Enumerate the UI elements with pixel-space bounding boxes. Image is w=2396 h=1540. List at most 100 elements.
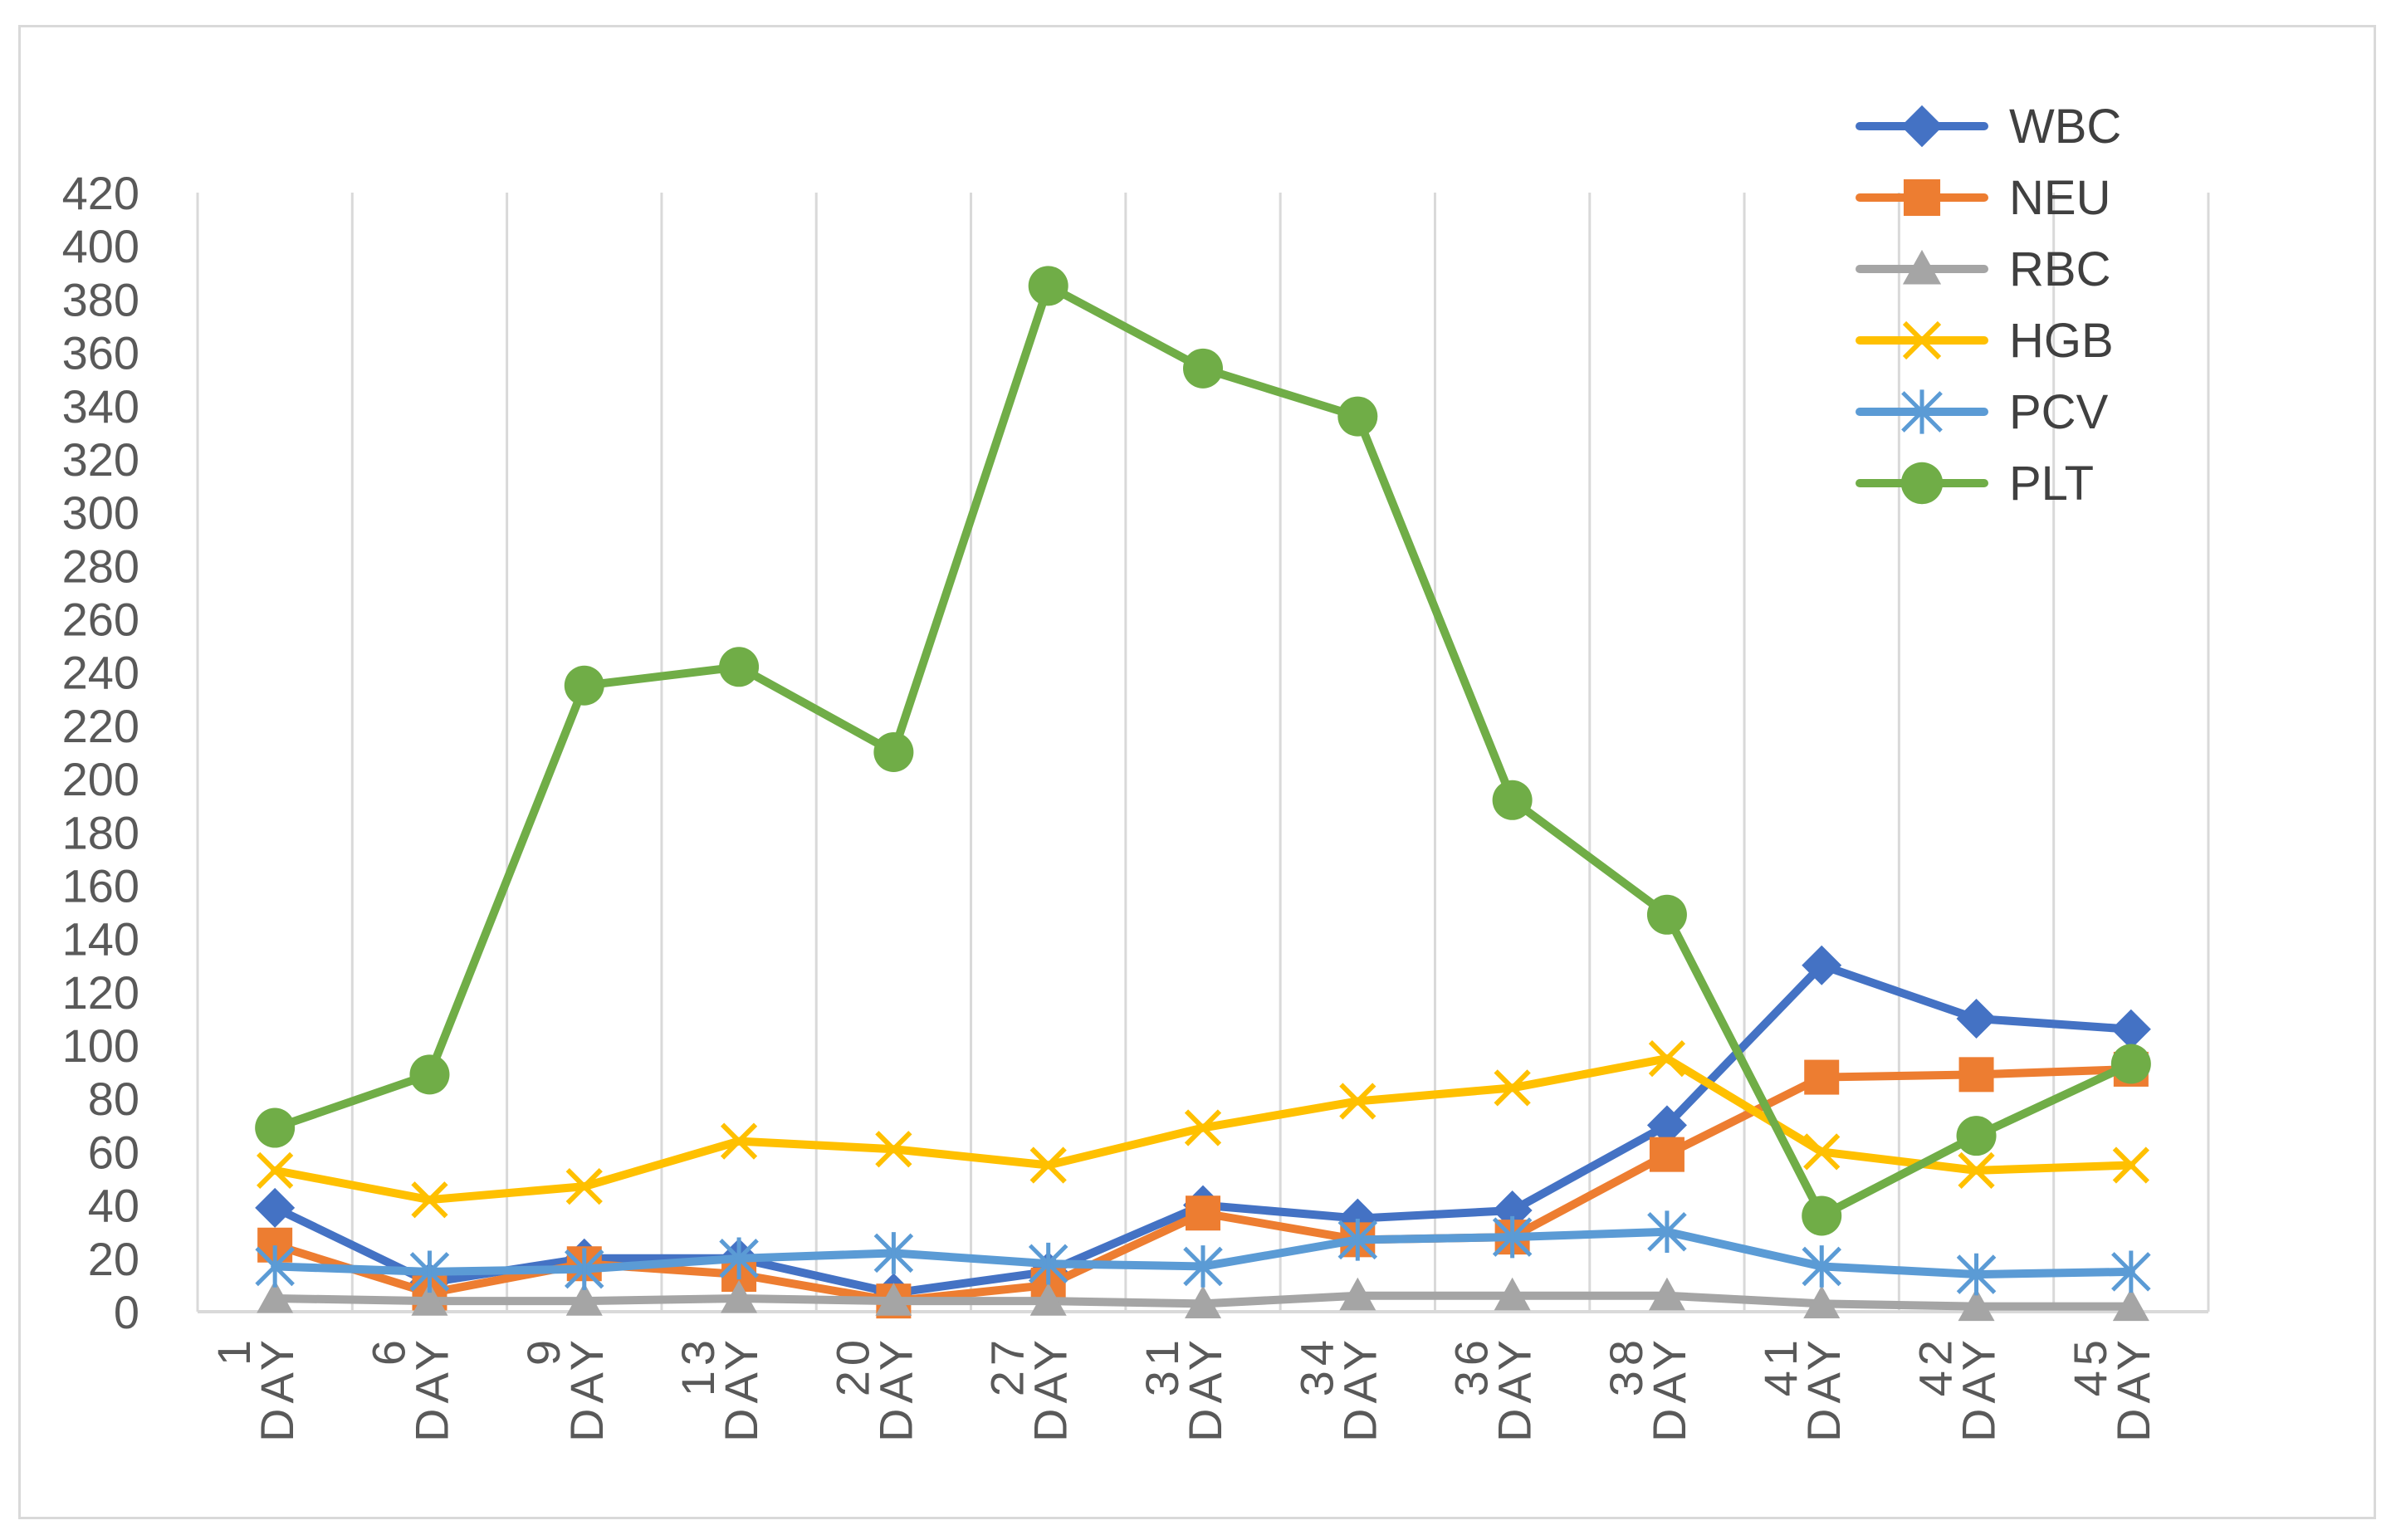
data-point-plt bbox=[873, 732, 914, 772]
data-point-pcv bbox=[255, 1245, 295, 1288]
data-point-pcv bbox=[1956, 1253, 1997, 1296]
y-tick-label: 260 bbox=[62, 594, 139, 646]
legend-label: NEU bbox=[2009, 171, 2110, 225]
y-tick-label: 420 bbox=[62, 167, 139, 219]
x-tick-label-line1: DAY bbox=[1179, 1335, 1231, 1442]
data-point-hgb bbox=[720, 1122, 758, 1160]
data-point-hgb bbox=[1029, 1146, 1067, 1184]
y-tick-label: 140 bbox=[62, 913, 139, 966]
data-point-plt bbox=[409, 1054, 450, 1095]
data-point-hgb bbox=[1803, 1133, 1841, 1171]
legend-item-wbc: WBC bbox=[1856, 100, 2121, 154]
y-tick-label: 240 bbox=[62, 647, 139, 699]
legend: WBC NEU RBC HGB PCV PLT bbox=[1856, 100, 2121, 511]
series-plt bbox=[255, 266, 2151, 1236]
data-point-plt bbox=[1802, 1195, 1842, 1236]
x-tick-label-number: 1 bbox=[208, 1335, 260, 1366]
y-tick-label: 200 bbox=[62, 753, 139, 805]
legend-label: PCV bbox=[2009, 385, 2109, 439]
x-tick-label-line1: DAY bbox=[405, 1335, 457, 1442]
data-point-hgb bbox=[1648, 1039, 1686, 1078]
legend-item-plt: PLT bbox=[1856, 457, 2094, 511]
data-point-wbc bbox=[2110, 1009, 2151, 1049]
data-point-plt bbox=[1956, 1116, 1997, 1156]
x-tick-label-number: 20 bbox=[826, 1335, 878, 1396]
x-tick-label-number: 41 bbox=[1754, 1335, 1807, 1396]
y-tick-label: 320 bbox=[62, 433, 139, 486]
data-point-rbc bbox=[2112, 1288, 2149, 1322]
data-point-plt bbox=[2110, 1044, 2151, 1084]
y-tick-label: 60 bbox=[88, 1126, 139, 1178]
y-axis-ticks: 0204060801001201401601802002202402602803… bbox=[62, 167, 139, 1338]
data-point-hgb bbox=[2112, 1146, 2149, 1184]
data-point-pcv bbox=[2111, 1250, 2151, 1293]
data-point-hgb bbox=[1339, 1083, 1376, 1120]
x-tick-label-line1: DAY bbox=[1024, 1335, 1077, 1442]
y-tick-label: 0 bbox=[114, 1286, 139, 1338]
legend-item-neu: NEU bbox=[1856, 171, 2110, 225]
grid-lines bbox=[196, 193, 2210, 1312]
y-tick-label: 100 bbox=[62, 1019, 139, 1072]
x-tick-label-line1: DAY bbox=[1797, 1335, 1850, 1442]
data-point-plt bbox=[719, 647, 760, 687]
y-tick-label: 220 bbox=[62, 700, 139, 752]
x-tick-label-line1: DAY bbox=[1643, 1335, 1695, 1442]
marker-stroke bbox=[1029, 1146, 1067, 1184]
data-point-neu bbox=[1804, 1059, 1840, 1095]
data-point-plt bbox=[1028, 266, 1068, 306]
data-point-pcv bbox=[565, 1248, 604, 1290]
marker-stroke bbox=[875, 1131, 912, 1168]
data-point-neu bbox=[1649, 1137, 1685, 1172]
x-tick-label-line1: DAY bbox=[1333, 1335, 1386, 1442]
marker-stroke bbox=[720, 1122, 758, 1160]
data-point-rbc bbox=[721, 1279, 758, 1313]
data-point-pcv bbox=[1183, 1245, 1223, 1288]
data-point-hgb bbox=[875, 1131, 912, 1168]
legend-item-hgb: HGB bbox=[1856, 314, 2114, 368]
data-point-rbc bbox=[1803, 1285, 1841, 1318]
data-point-hgb bbox=[411, 1181, 448, 1219]
marker-stroke bbox=[1902, 320, 1942, 360]
legend-label: WBC bbox=[2009, 100, 2121, 154]
data-point-hgb bbox=[1494, 1069, 1531, 1107]
data-point-plt bbox=[1337, 396, 1378, 437]
data-point-pcv bbox=[1492, 1215, 1533, 1259]
series-layer bbox=[255, 266, 2151, 1322]
marker-stroke bbox=[1648, 1039, 1686, 1078]
y-tick-label: 280 bbox=[62, 540, 139, 592]
data-point-rbc bbox=[1648, 1277, 1685, 1311]
x-tick-label-number: 6 bbox=[362, 1335, 414, 1366]
y-tick-label: 340 bbox=[62, 380, 139, 433]
marker-stroke bbox=[2112, 1146, 2149, 1184]
y-tick-label: 400 bbox=[62, 220, 139, 272]
data-point-pcv bbox=[873, 1232, 914, 1274]
data-point-wbc bbox=[1802, 945, 1842, 985]
data-point-plt bbox=[1646, 894, 1687, 935]
x-tick-label-line1: DAY bbox=[2107, 1335, 2159, 1442]
y-tick-label: 20 bbox=[88, 1233, 139, 1285]
data-point-pcv bbox=[1647, 1210, 1687, 1254]
x-tick-label-line1: DAY bbox=[1953, 1335, 2005, 1442]
marker-stroke bbox=[1184, 1109, 1222, 1146]
x-tick-label-line1: DAY bbox=[251, 1335, 303, 1442]
legend-label: PLT bbox=[2009, 457, 2094, 511]
legend-swatch-marker bbox=[1901, 389, 1943, 434]
data-point-rbc bbox=[257, 1279, 294, 1313]
series-rbc bbox=[257, 1277, 2149, 1322]
x-tick-label-number: 34 bbox=[1290, 1335, 1342, 1396]
data-point-hgb bbox=[1184, 1109, 1222, 1146]
data-point-pcv bbox=[719, 1237, 759, 1280]
marker-stroke bbox=[1958, 1151, 1995, 1190]
legend-swatch-marker bbox=[1900, 462, 1944, 505]
y-tick-label: 40 bbox=[88, 1180, 139, 1232]
marker-stroke bbox=[565, 1168, 603, 1205]
